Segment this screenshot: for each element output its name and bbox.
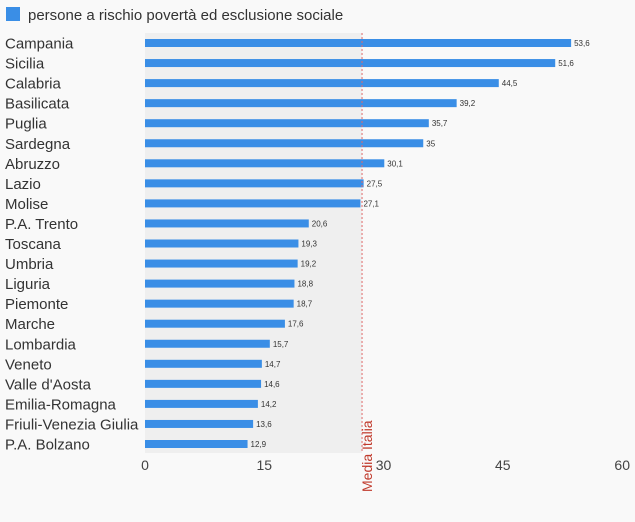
- data-label: 17,6: [288, 320, 304, 329]
- bar: [145, 39, 572, 47]
- data-label: 19,2: [301, 260, 317, 269]
- category-label: Lombardia: [5, 336, 77, 353]
- category-label: Abruzzo: [5, 156, 60, 173]
- data-label: 18,8: [297, 280, 313, 289]
- category-label: Sardegna: [5, 136, 71, 153]
- x-axis-ticks: 0 15 30 45 60: [141, 457, 630, 473]
- data-label: 14,7: [265, 360, 281, 369]
- bars-layer: Campania 53,6 Sicilia 51,6 Calabria 44,5 Basil…: [5, 36, 590, 454]
- data-label: 53,6: [574, 39, 590, 48]
- x-tick-label: 45: [495, 457, 511, 473]
- data-label: 20,6: [312, 219, 328, 228]
- legend-label: persone a rischio povertà ed esclusione …: [28, 7, 343, 24]
- bar: [145, 219, 309, 228]
- bar: [145, 299, 294, 308]
- category-label: P.A. Trento: [5, 216, 78, 233]
- data-label: 15,7: [273, 340, 289, 349]
- category-label: Sicilia: [5, 56, 45, 73]
- bar: [145, 319, 285, 328]
- legend-swatch: [6, 7, 20, 21]
- bar: [145, 59, 556, 68]
- bar: [145, 199, 361, 208]
- x-tick-label: 30: [376, 457, 392, 473]
- data-label: 13,6: [256, 420, 272, 429]
- bar: [145, 139, 424, 148]
- category-label: Valle d'Aosta: [5, 376, 92, 393]
- category-label: Campania: [5, 36, 74, 53]
- reference-line-label: Media Italia: [359, 420, 375, 492]
- category-label: Emilia-Romagna: [5, 396, 117, 413]
- bar: [145, 79, 499, 88]
- category-label: Toscana: [5, 236, 62, 253]
- bar: [145, 359, 262, 368]
- category-label: Marche: [5, 316, 55, 333]
- data-label: 44,5: [502, 79, 518, 88]
- bar: [145, 440, 248, 448]
- bar: [145, 239, 299, 248]
- category-label: Umbria: [5, 256, 54, 273]
- category-label: Veneto: [5, 356, 52, 373]
- bar: [145, 279, 295, 288]
- category-label: Basilicata: [5, 96, 70, 113]
- bar: [145, 179, 364, 188]
- data-label: 12,9: [251, 440, 267, 449]
- category-label: Lazio: [5, 176, 41, 193]
- data-label: 39,2: [460, 99, 476, 108]
- category-label: Piemonte: [5, 296, 68, 313]
- category-label: Molise: [5, 196, 48, 213]
- data-label: 35: [426, 139, 435, 148]
- data-label: 19,3: [301, 240, 317, 249]
- data-label: 27,1: [363, 199, 379, 208]
- legend[interactable]: persone a rischio povertà ed esclusione …: [6, 7, 343, 24]
- category-label: Liguria: [5, 276, 51, 293]
- bar: [145, 159, 385, 168]
- bar: [145, 99, 457, 108]
- bar: [145, 419, 254, 428]
- category-label: Friuli-Venezia Giulia: [5, 416, 139, 433]
- data-label: 27,5: [367, 179, 383, 188]
- category-label: Puglia: [5, 116, 47, 133]
- category-label: Calabria: [5, 76, 62, 93]
- bar: [145, 259, 298, 268]
- data-label: 35,7: [432, 119, 448, 128]
- bar: [145, 399, 258, 408]
- bar: [145, 379, 262, 388]
- category-label: P.A. Bolzano: [5, 437, 90, 454]
- bar: [145, 339, 270, 348]
- bar: [145, 119, 429, 128]
- x-tick-label: 60: [614, 457, 630, 473]
- data-label: 14,6: [264, 380, 280, 389]
- data-label: 18,7: [297, 300, 313, 309]
- x-tick-label: 0: [141, 457, 149, 473]
- data-label: 14,2: [261, 400, 277, 409]
- x-tick-label: 15: [256, 457, 272, 473]
- data-label: 51,6: [558, 59, 574, 68]
- data-label: 30,1: [387, 159, 403, 168]
